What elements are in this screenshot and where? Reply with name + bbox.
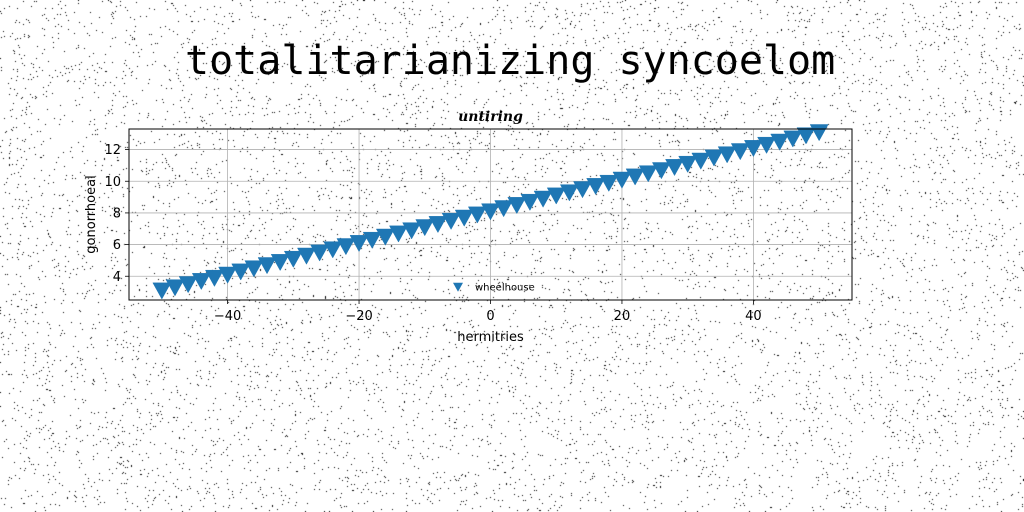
data-point [613,172,631,188]
data-point [639,166,657,182]
data-point [560,185,578,201]
x-tick-label: −20 [345,309,372,324]
x-axis-label: hermitries [457,330,524,345]
data-point [442,213,460,229]
data-point [416,220,434,236]
data-point [652,163,670,179]
data-point [810,125,828,141]
data-point [258,258,276,274]
data-point [718,147,736,163]
legend: wheelhouse [453,283,535,294]
x-tick-label: −40 [214,309,241,324]
data-point [521,194,539,210]
data-point [350,235,368,251]
data-point [482,204,500,220]
data-point [297,248,315,264]
y-tick-label: 6 [113,238,121,253]
data-point [744,140,762,156]
data-point [574,182,592,198]
data-point [153,283,171,299]
data-point [284,251,302,267]
y-tick-label: 8 [113,206,121,221]
data-point [271,254,289,270]
data-point [337,239,355,255]
data-point [758,137,776,153]
legend-marker [453,283,463,292]
data-point [389,226,407,242]
data-point [547,188,565,204]
data-point [245,261,263,277]
data-point [311,245,329,261]
data-point [534,191,552,207]
x-tick-label: 20 [614,309,631,324]
data-point [455,210,473,226]
data-point [784,131,802,147]
data-point [731,144,749,160]
y-tick-label: 4 [113,270,121,285]
data-point [363,232,381,248]
data-point [626,169,644,185]
chart-title: untiring [458,109,523,125]
data-point [376,229,394,245]
data-point [205,270,223,286]
y-axis-label: gonorrhoeal [84,175,99,253]
data-point [192,273,210,289]
data-point [508,197,526,213]
data-point [495,201,513,217]
data-point [600,175,618,191]
x-tick-label: 40 [745,309,762,324]
data-point [587,178,605,194]
legend-label: wheelhouse [475,283,535,294]
data-point [771,134,789,150]
y-tick-label: 10 [104,175,121,190]
data-point [797,128,815,144]
data-point [468,207,486,223]
data-point [666,159,684,175]
data-point [179,277,197,293]
data-point [692,153,710,169]
data-point [429,216,447,232]
data-point [679,156,697,172]
data-point [219,267,237,283]
data-point [324,242,342,258]
y-tick-label: 12 [104,143,121,158]
x-tick-label: 0 [486,309,494,324]
data-point [403,223,421,239]
data-point [705,150,723,166]
data-point [166,280,184,296]
data-point [232,264,250,280]
